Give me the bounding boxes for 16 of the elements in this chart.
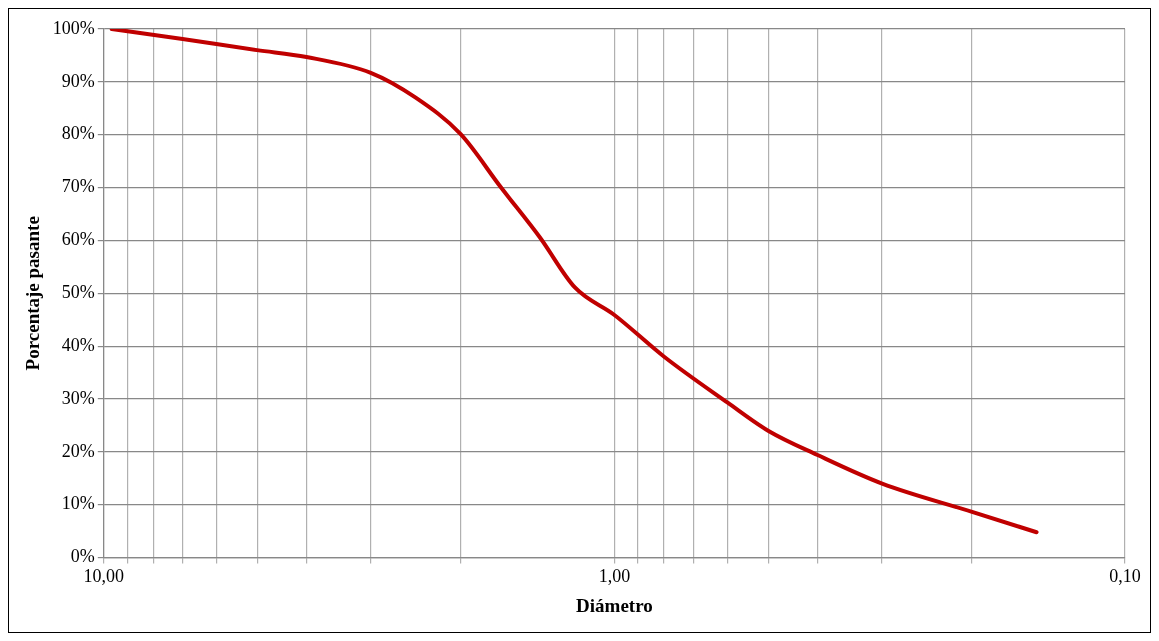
y-axis-title: Porcentaje pasante <box>22 216 44 371</box>
x-tick-label: 1,00 <box>598 566 631 587</box>
y-tick-label: 100% <box>52 17 95 38</box>
x-axis-title: Diámetro <box>576 594 653 616</box>
y-tick-label: 50% <box>61 282 95 303</box>
y-tick-label: 10% <box>61 493 95 514</box>
y-tick-label: 60% <box>61 229 95 250</box>
y-tick-label: 30% <box>61 387 95 408</box>
y-tick-label: 80% <box>61 123 95 144</box>
y-tick-label: 90% <box>61 70 95 91</box>
x-tick-label: 0,10 <box>1109 566 1141 587</box>
y-tick-label: 70% <box>61 176 95 197</box>
x-tick-label: 10,00 <box>83 566 125 587</box>
y-tick-label: 40% <box>61 334 95 355</box>
y-tick-label: 0% <box>70 546 95 567</box>
y-tick-label: 20% <box>61 440 95 461</box>
